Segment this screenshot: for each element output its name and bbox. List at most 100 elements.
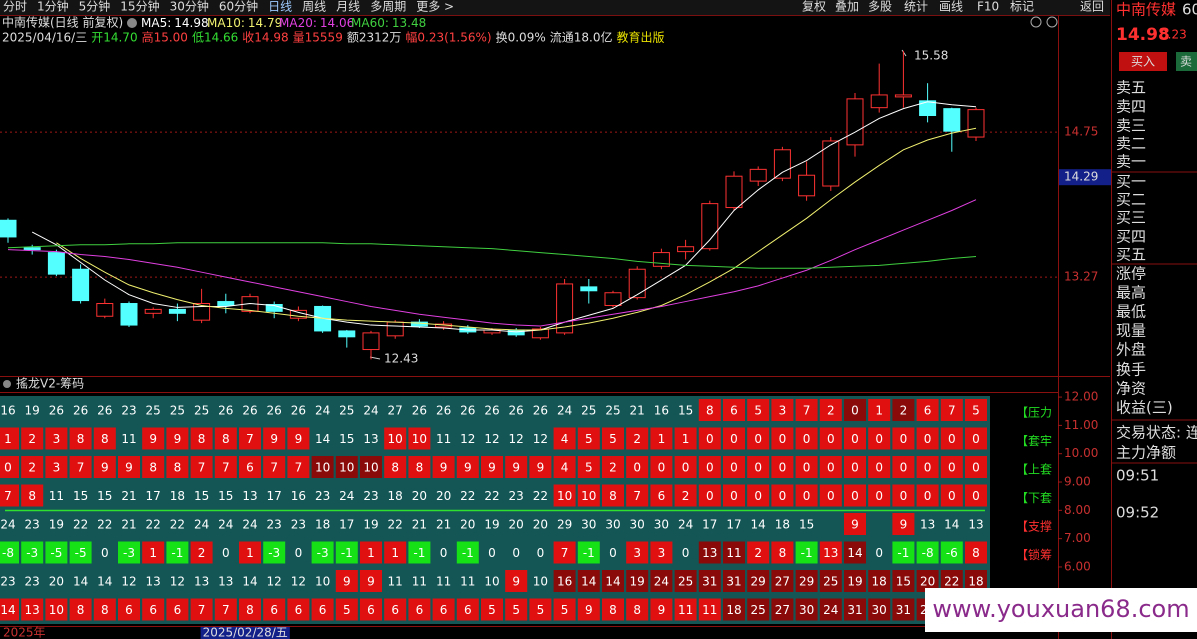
cell-value: 13 [242, 489, 257, 503]
cell [916, 541, 939, 564]
cell [577, 456, 600, 478]
toolbar-button[interactable]: 叠加 [835, 0, 859, 14]
cell [940, 484, 963, 507]
info-item: 额2312万 [347, 31, 402, 45]
cell-value: 24 [339, 489, 354, 503]
cell [723, 427, 745, 450]
cell-value: 0 [779, 432, 787, 446]
cell-value: 6 [367, 603, 375, 617]
cell-value: 5 [585, 461, 593, 475]
tab[interactable]: 5分钟 [79, 0, 111, 14]
row-label: 【上套 [1016, 463, 1052, 477]
cell [214, 598, 237, 621]
cell-value: 0 [4, 461, 12, 475]
cell-value: 14 [0, 603, 15, 617]
cell [795, 541, 818, 564]
toolbar-button[interactable]: 多股 [868, 0, 892, 14]
cell-value: 9 [270, 432, 278, 446]
cell-value: -1 [413, 546, 425, 560]
cell-value: 0 [658, 461, 666, 475]
cell-value: 12 [121, 575, 136, 589]
cell-value: 12 [484, 432, 499, 446]
cell [698, 570, 721, 592]
cell [626, 598, 649, 621]
cell [45, 598, 68, 621]
toolbar-button[interactable]: 复权 [802, 0, 826, 14]
cell-value: 22 [97, 518, 112, 532]
cell-value: 14 [73, 575, 88, 589]
cell-value: 26 [267, 404, 282, 418]
cell-value: 10 [484, 575, 499, 589]
tab[interactable]: 周线 [302, 0, 326, 14]
sell-button[interactable] [1176, 52, 1197, 71]
cell [602, 456, 624, 478]
candle-body [967, 109, 985, 138]
cell-value: 0 [440, 546, 448, 560]
cell [553, 484, 576, 507]
cell [263, 598, 286, 621]
cell [747, 399, 770, 421]
cell-value: 7 [222, 603, 230, 617]
toolbar-bg [0, 0, 1110, 15]
annotation-arrow [369, 356, 381, 360]
cell [698, 427, 721, 450]
cell-value: 22 [146, 518, 161, 532]
cell-value: 7 [4, 489, 12, 503]
stat-label: 现量 [1116, 322, 1146, 340]
tab[interactable]: 15分钟 [120, 0, 159, 14]
cell-value: 3 [53, 461, 61, 475]
cell-value: 31 [896, 603, 911, 617]
tab[interactable]: 更多 > [416, 0, 454, 14]
tab[interactable]: 1分钟 [37, 0, 69, 14]
candle-body [193, 303, 211, 321]
cell [844, 541, 866, 564]
cell-value: 26 [484, 404, 499, 418]
cell-value: 17 [702, 518, 717, 532]
cell [166, 427, 189, 450]
toolbar-button[interactable]: 标记 [1010, 0, 1034, 14]
cell-value: 0 [706, 432, 714, 446]
tab[interactable]: 60分钟 [219, 0, 258, 14]
tab[interactable]: 多周期 [370, 0, 406, 14]
cell-value: 26 [533, 404, 548, 418]
sell-label: 卖 [1180, 55, 1192, 69]
candle-body [531, 328, 549, 339]
settings-icon[interactable] [3, 380, 11, 388]
zoom-in-icon[interactable] [1046, 16, 1058, 28]
toolbar-button[interactable]: 画线 [939, 0, 963, 14]
cell [335, 598, 358, 621]
cell [166, 541, 189, 564]
cell-value: 9 [512, 575, 520, 589]
zoom-out-icon[interactable] [1030, 16, 1042, 28]
cell [505, 598, 528, 621]
cell-value: 30 [605, 518, 620, 532]
toolbar-button[interactable]: F10 [977, 0, 999, 14]
cell [287, 427, 310, 450]
cell [916, 570, 939, 592]
cell-value: 25 [751, 603, 766, 617]
cell-value: 3 [633, 546, 641, 560]
cell-value: 26 [436, 404, 451, 418]
cell [771, 427, 794, 450]
cell-value: 29 [751, 575, 766, 589]
cell-value: 3 [53, 432, 61, 446]
toolbar-button[interactable]: 统计 [904, 0, 928, 14]
tab[interactable]: 30分钟 [170, 0, 209, 14]
annotation-arrow [901, 49, 907, 57]
cell-value: 8 [28, 489, 36, 503]
tab[interactable]: 分时 [3, 0, 27, 14]
cell-value: 26 [49, 404, 64, 418]
buy-button[interactable] [1119, 52, 1167, 71]
toolbar-button[interactable]: 返回 [1080, 0, 1104, 14]
cell-value: 15 [799, 518, 814, 532]
legend-name: MA10: [207, 16, 245, 30]
cell-value: 0 [827, 432, 835, 446]
cell-value: 13 [823, 546, 838, 560]
cell-value: -5 [50, 546, 62, 560]
settings-icon[interactable] [127, 18, 137, 28]
tab[interactable]: 月线 [336, 0, 360, 14]
tab[interactable]: 日线 [268, 0, 292, 14]
cell [456, 541, 479, 564]
cell-value: 16 [654, 404, 669, 418]
cell-value: 24 [242, 518, 257, 532]
